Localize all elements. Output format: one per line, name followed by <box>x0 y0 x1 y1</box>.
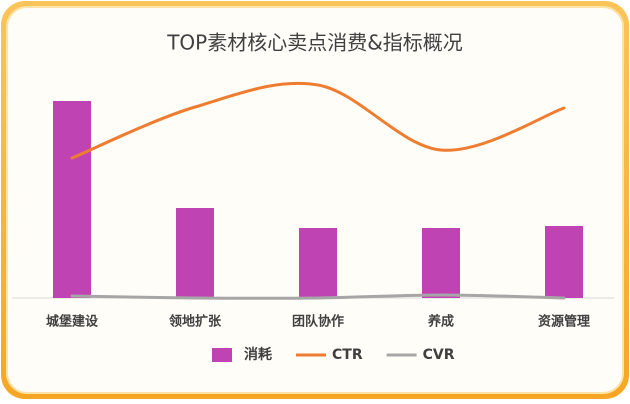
legend-label: 消耗 <box>244 346 272 363</box>
x-tick-label: 资源管理 <box>538 314 590 330</box>
legend-label: CTR <box>332 347 363 363</box>
line <box>70 81 566 160</box>
x-tick-label: 领地扩张 <box>169 314 222 330</box>
bar <box>176 208 214 298</box>
x-tick-label: 养成 <box>427 314 454 330</box>
bar <box>422 228 460 298</box>
bar <box>53 101 91 298</box>
x-tick-label: 城堡建设 <box>46 314 99 330</box>
chart-title: TOP素材核心卖点消费&指标概况 <box>166 31 463 55</box>
line <box>70 293 566 300</box>
x-tick-label: 团队协作 <box>292 314 344 330</box>
bar <box>299 228 337 298</box>
bar <box>545 226 583 298</box>
panel <box>6 6 624 394</box>
legend-label: CVR <box>423 347 455 363</box>
legend-swatch <box>212 348 232 362</box>
